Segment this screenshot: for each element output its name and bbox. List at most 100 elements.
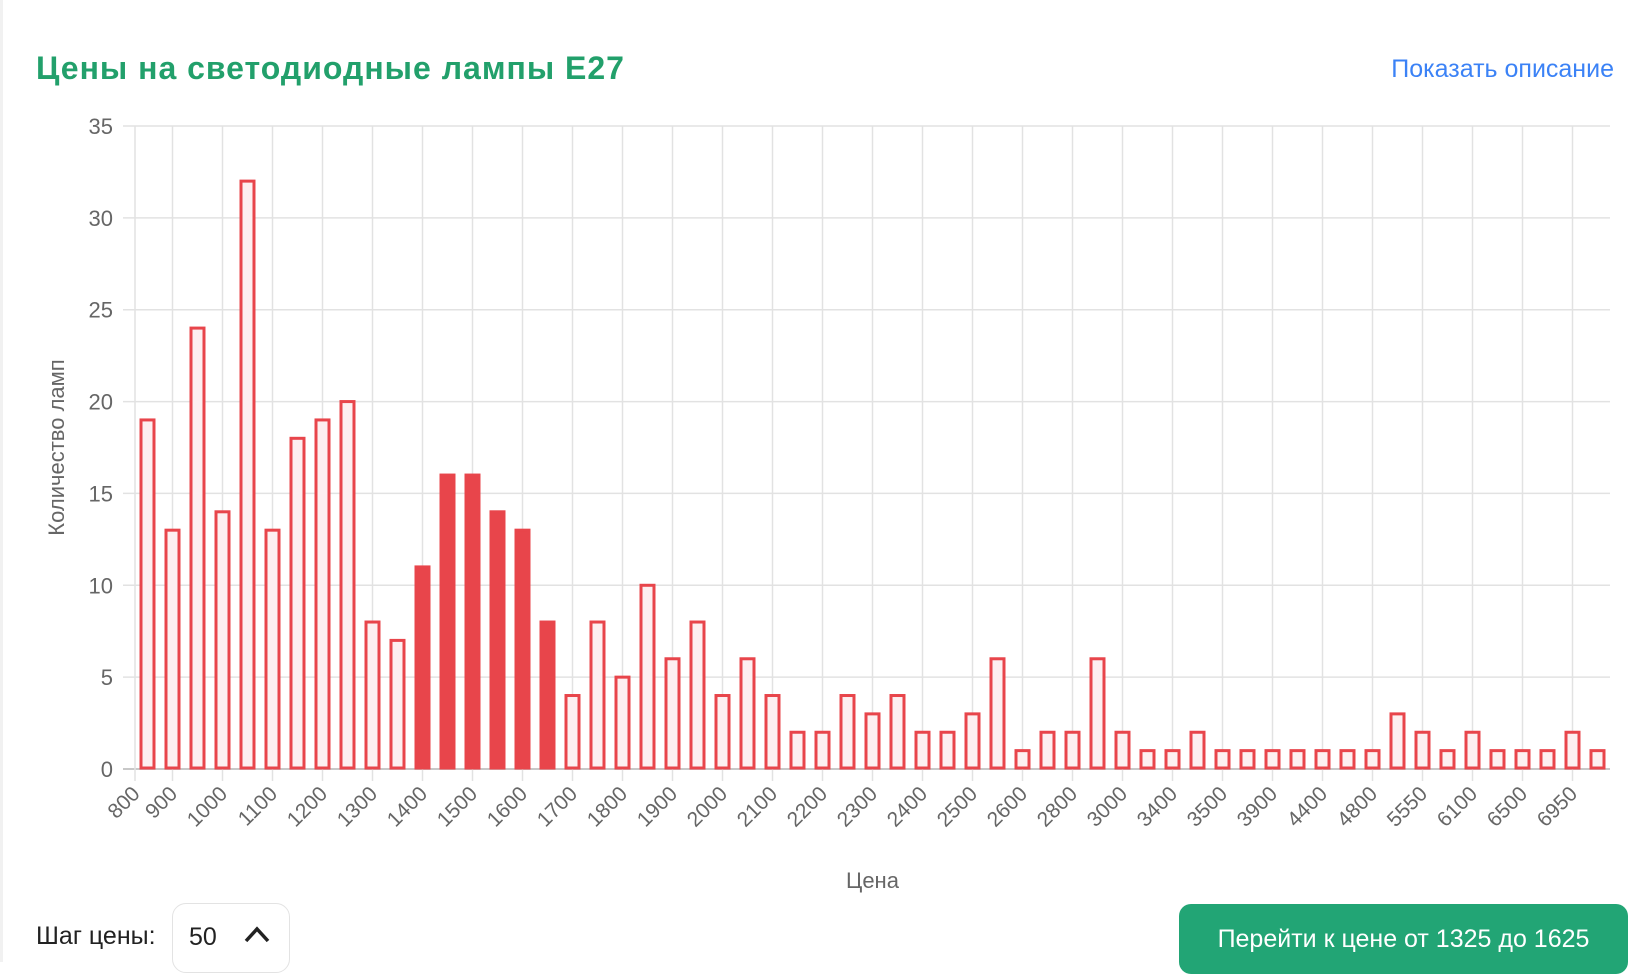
bar: [1214, 749, 1231, 770]
x-tick-label: 3500: [1183, 782, 1232, 831]
x-tick-label: 2500: [933, 782, 982, 831]
x-tick-label: 1400: [383, 782, 432, 831]
price-step-value: 50: [189, 923, 217, 951]
bar: [839, 694, 856, 770]
x-tick-label: 5550: [1383, 782, 1432, 831]
x-tick-label: 800: [103, 782, 144, 823]
y-axis-title: Количество ламп: [44, 359, 69, 535]
bar: [789, 730, 806, 770]
bar: [1514, 749, 1531, 770]
bar: [289, 436, 306, 770]
bar: [1139, 749, 1156, 770]
bar: [864, 712, 881, 770]
show-description-link[interactable]: Показать описание: [1391, 55, 1614, 83]
bar: [1364, 749, 1381, 770]
x-tick-label: 1700: [533, 782, 582, 831]
x-tick-label: 1600: [483, 782, 532, 831]
y-tick-label: 15: [89, 481, 113, 506]
x-tick-label: 2100: [733, 782, 782, 831]
x-tick-label: 2400: [883, 782, 932, 831]
x-tick-label: 4800: [1333, 782, 1382, 831]
bar: [639, 583, 656, 770]
x-tick-label: 1500: [433, 782, 482, 831]
y-tick-label: 5: [101, 665, 113, 690]
bar: [1089, 657, 1106, 770]
y-tick-label: 35: [89, 114, 113, 139]
bar: [589, 620, 606, 770]
bar: [1014, 749, 1031, 770]
x-tick-label: 3400: [1133, 782, 1182, 831]
bar: [889, 694, 906, 770]
bar: [239, 179, 256, 770]
bar-selected: [489, 510, 506, 770]
x-tick-label: 1200: [283, 782, 332, 831]
bar: [664, 657, 681, 770]
bar: [1289, 749, 1306, 770]
y-tick-label: 25: [89, 298, 113, 323]
bar: [189, 326, 206, 770]
bar: [989, 657, 1006, 770]
bar-selected: [539, 620, 556, 770]
bar: [314, 418, 331, 770]
x-tick-label: 1100: [234, 782, 282, 830]
bar: [814, 730, 831, 770]
y-tick-label: 0: [101, 757, 113, 782]
bar: [1264, 749, 1281, 770]
bar: [389, 638, 406, 770]
bar: [1564, 730, 1581, 770]
x-tick-label: 1900: [633, 782, 682, 831]
chart-title: Цены на светодиодные лампы E27: [36, 50, 625, 86]
bar: [139, 418, 156, 770]
bar: [1189, 730, 1206, 770]
bar: [714, 694, 731, 770]
bar: [1439, 749, 1456, 770]
bar: [264, 528, 281, 770]
bar: [1239, 749, 1256, 770]
bar-selected: [414, 565, 431, 770]
x-tick-label: 2200: [783, 782, 832, 831]
x-tick-label: 1300: [333, 782, 382, 831]
x-tick-label: 6500: [1483, 782, 1532, 831]
x-tick-label: 6100: [1433, 782, 1482, 831]
x-tick-label: 6950: [1533, 782, 1582, 831]
bar: [739, 657, 756, 770]
x-tick-label: 2000: [683, 782, 732, 831]
chevron-up-icon: [244, 926, 270, 943]
x-tick-label: 900: [141, 782, 182, 823]
y-tick-label: 20: [89, 390, 113, 415]
bar: [1464, 730, 1481, 770]
bar-selected: [439, 473, 456, 770]
x-tick-label: 3900: [1233, 782, 1282, 831]
bar: [1589, 749, 1606, 770]
bar: [1164, 749, 1181, 770]
x-tick-label: 2800: [1033, 782, 1082, 831]
x-tick-label: 1000: [183, 782, 232, 831]
bar: [1114, 730, 1131, 770]
y-tick-label: 30: [89, 206, 113, 231]
bar: [1489, 749, 1506, 770]
bar: [764, 694, 781, 770]
y-tick-label: 10: [89, 573, 113, 598]
price-step-select[interactable]: 50: [172, 903, 290, 973]
bar: [339, 400, 356, 770]
x-axis-title: Цена: [846, 868, 900, 893]
bar: [914, 730, 931, 770]
x-tick-label: 1800: [583, 782, 632, 831]
x-tick-label: 2300: [833, 782, 882, 831]
bar: [689, 620, 706, 770]
go-to-price-range-button[interactable]: Перейти к цене от 1325 до 1625: [1179, 904, 1628, 974]
bar: [939, 730, 956, 770]
bar: [214, 510, 231, 770]
x-tick-label: 4400: [1283, 782, 1332, 831]
bar: [1339, 749, 1356, 770]
x-tick-label: 2600: [983, 782, 1032, 831]
bar: [1414, 730, 1431, 770]
bar: [1314, 749, 1331, 770]
bar-selected: [514, 528, 531, 770]
bar: [1539, 749, 1556, 770]
panel-border: [0, 0, 3, 962]
bar: [1389, 712, 1406, 770]
bar: [1039, 730, 1056, 770]
bar: [364, 620, 381, 770]
